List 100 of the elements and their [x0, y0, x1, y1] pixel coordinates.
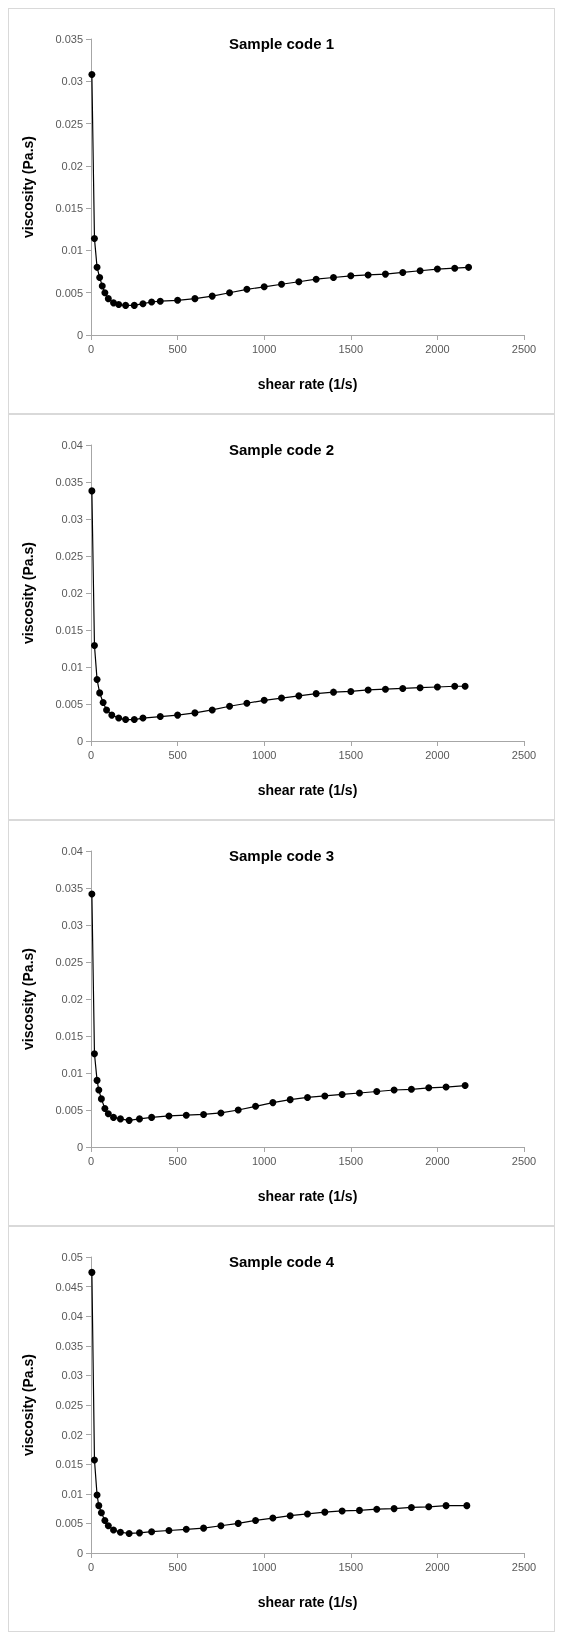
point — [122, 301, 130, 309]
point — [200, 1110, 208, 1118]
x-tick-label: 2000 — [425, 1560, 450, 1573]
point — [96, 689, 104, 697]
point — [191, 295, 199, 303]
chart-title: Sample code 4 — [228, 1253, 335, 1270]
x-tick-label: 500 — [168, 748, 187, 761]
y-tick-label: 0.03 — [61, 1369, 83, 1382]
chart-title: Sample code 3 — [228, 847, 335, 864]
y-tick-label: 0.025 — [55, 1399, 83, 1411]
y-tick-label: 0.015 — [55, 624, 83, 636]
point — [243, 285, 251, 293]
point — [95, 1086, 103, 1094]
y-tick-label: 0 — [76, 1547, 83, 1559]
point — [355, 1506, 363, 1514]
point — [390, 1505, 398, 1513]
x-axis-title: shear rate (1/s) — [257, 782, 358, 798]
point — [103, 706, 111, 714]
point — [116, 1115, 124, 1123]
point — [433, 683, 441, 691]
point — [148, 298, 156, 306]
point — [425, 1084, 433, 1092]
point — [110, 1526, 118, 1534]
y-axis-title: viscosity (Pa.s) — [20, 948, 36, 1050]
point — [243, 699, 251, 707]
x-tick-label: 0 — [87, 1154, 95, 1167]
point — [108, 711, 116, 719]
y-tick-label: 0.005 — [55, 1104, 83, 1116]
point — [174, 711, 182, 719]
x-tick-label: 2000 — [425, 1154, 450, 1167]
point — [234, 1519, 242, 1527]
point — [269, 1514, 277, 1522]
point — [99, 699, 107, 707]
y-tick-label: 0.01 — [61, 1487, 83, 1500]
x-tick-label: 1500 — [338, 748, 364, 761]
y-tick-label: 0.025 — [55, 117, 83, 130]
point — [88, 71, 96, 79]
point — [433, 265, 441, 273]
x-tick-label: 1500 — [338, 1560, 364, 1573]
point — [463, 1502, 471, 1510]
point — [347, 687, 355, 695]
point — [174, 296, 182, 304]
point — [329, 273, 337, 281]
point — [182, 1525, 190, 1533]
point — [295, 692, 303, 700]
point — [461, 1082, 469, 1090]
point — [93, 1076, 101, 1084]
x-tick-label: 500 — [168, 1154, 187, 1167]
y-tick-label: 0.005 — [55, 286, 83, 299]
point — [136, 1115, 143, 1123]
x-tick-label: 1000 — [251, 1154, 277, 1167]
y-tick-label: 0.015 — [55, 1030, 83, 1042]
y-tick-label: 0.04 — [61, 845, 83, 857]
y-tick-label: 0.025 — [55, 956, 83, 968]
point — [312, 275, 320, 283]
x-tick-label: 2000 — [425, 342, 450, 355]
point — [98, 282, 106, 290]
point — [104, 295, 112, 303]
point — [182, 1111, 190, 1119]
point — [451, 682, 459, 690]
point — [355, 1089, 363, 1097]
point — [93, 263, 101, 271]
point — [130, 301, 138, 309]
point — [286, 1096, 294, 1104]
point — [425, 1503, 433, 1511]
point — [156, 297, 164, 305]
x-tick-label: 1000 — [251, 342, 277, 355]
y-tick-label: 0.035 — [55, 476, 83, 488]
y-tick-label: 0.03 — [61, 919, 83, 931]
y-tick-label: 0.04 — [61, 439, 83, 451]
point — [286, 1512, 294, 1520]
point — [165, 1527, 173, 1534]
point — [226, 702, 234, 710]
point — [260, 283, 268, 291]
point — [88, 487, 96, 495]
y-tick-label: 0.02 — [61, 159, 83, 172]
point — [373, 1505, 381, 1513]
point — [125, 1116, 133, 1124]
point — [252, 1516, 260, 1524]
x-tick-label: 0 — [87, 1560, 95, 1573]
y-tick-label: 0.04 — [61, 1310, 83, 1323]
point — [90, 642, 98, 650]
x-tick-label: 1000 — [251, 1560, 277, 1573]
point — [148, 1528, 156, 1536]
point — [88, 890, 96, 898]
point — [442, 1502, 450, 1510]
y-axis-title: viscosity (Pa.s) — [20, 542, 36, 644]
x-axis-title: shear rate (1/s) — [257, 1188, 358, 1204]
point — [260, 696, 268, 704]
point — [373, 1088, 381, 1095]
y-tick-label: 0 — [76, 1141, 83, 1153]
point — [278, 694, 286, 702]
point — [321, 1092, 329, 1100]
point — [226, 289, 234, 297]
point — [88, 1268, 96, 1276]
x-tick-label: 500 — [168, 342, 187, 355]
point — [130, 716, 138, 724]
point — [116, 1528, 124, 1536]
point — [93, 676, 101, 684]
y-tick-label: 0.005 — [55, 698, 83, 710]
